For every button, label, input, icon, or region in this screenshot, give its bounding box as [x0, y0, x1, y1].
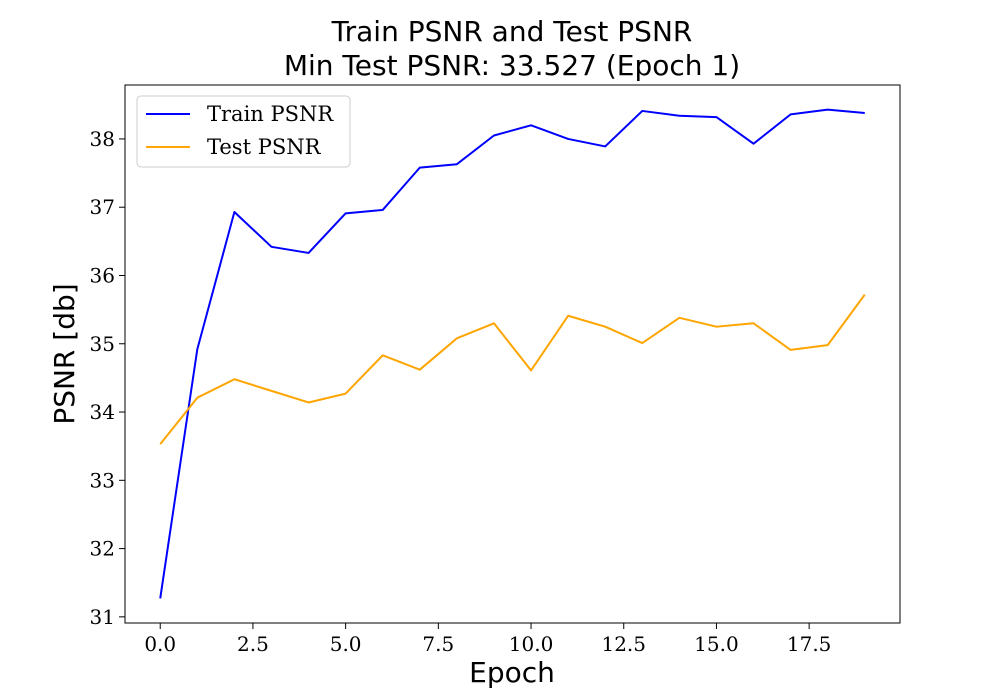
chart-subtitle: Min Test PSNR: 33.527 (Epoch 1): [284, 49, 740, 82]
legend-label-test: Test PSNR: [207, 135, 322, 159]
x-tick-label: 2.5: [237, 632, 269, 656]
x-tick-label: 5.0: [330, 632, 362, 656]
y-tick-label: 35: [90, 332, 115, 356]
y-tick-label: 32: [90, 537, 115, 561]
y-tick-label: 33: [90, 468, 115, 492]
y-tick-label: 38: [90, 127, 115, 151]
legend-box: [136, 95, 351, 168]
x-tick-label: 7.5: [422, 632, 454, 656]
y-tick-label: 37: [90, 195, 115, 219]
x-tick-label: 17.5: [787, 632, 832, 656]
y-tick-label: 36: [90, 263, 115, 287]
axis-ticks: 0.0 2.5 5.0 7.5 10.0 12.5 15.0 17.5 31 32 33 34 35 36…: [90, 127, 832, 656]
y-axis-label: PSNR [db]: [48, 283, 81, 424]
x-axis-label: Epoch: [469, 656, 555, 689]
legend: Train PSNR Test PSNR: [136, 95, 351, 168]
x-tick-label: 10.0: [509, 632, 554, 656]
x-tick-label: 12.5: [601, 632, 646, 656]
series-line-test: [159, 294, 866, 445]
y-tick-label: 31: [90, 605, 115, 629]
chart-title: Train PSNR and Test PSNR: [331, 15, 693, 48]
y-tick-label: 34: [90, 400, 115, 424]
x-tick-label: 0.0: [144, 632, 176, 656]
plot-lines: [159, 108, 866, 599]
series-line-train: [159, 108, 865, 599]
plot-frame: [124, 84, 901, 624]
series-points-test: [160, 294, 865, 445]
x-tick-label: 15.0: [694, 632, 739, 656]
series-points-train: [160, 109, 865, 599]
legend-label-train: Train PSNR: [207, 102, 334, 126]
